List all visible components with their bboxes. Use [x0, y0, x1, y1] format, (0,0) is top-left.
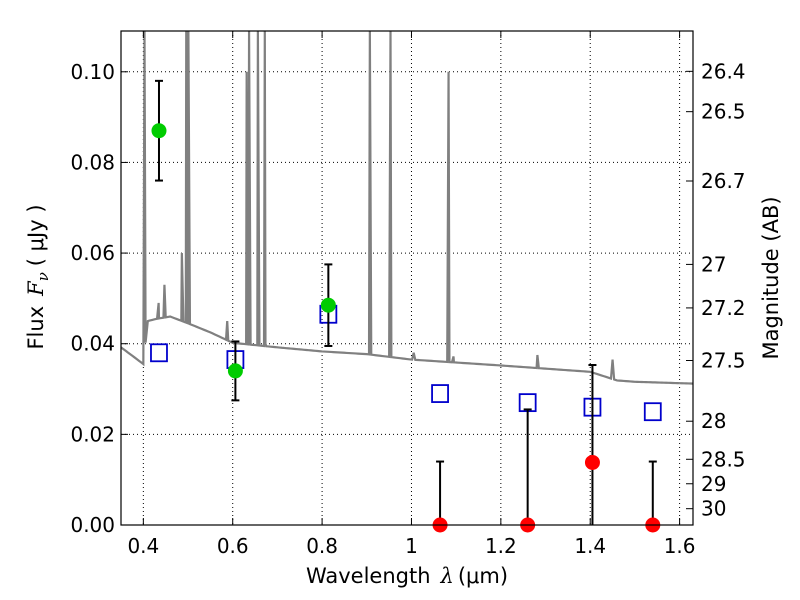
x-tick-label: 1.6 — [664, 534, 696, 558]
y2-tick-label: 28.5 — [701, 447, 746, 471]
y-axis-label: FluxFν( μJy ) — [24, 204, 52, 349]
observed-flux-point — [584, 454, 600, 470]
observed-flux-point — [227, 363, 243, 379]
x-tick-label: 0.8 — [306, 534, 338, 558]
y-tick-label: 0.02 — [70, 422, 115, 446]
y2-tick-label: 29 — [701, 472, 726, 496]
grid-lines — [121, 31, 693, 526]
x-axis-label: Wavelength λ (μm) — [306, 564, 508, 588]
x-tick-label: 1 — [405, 534, 418, 558]
model-spectrum — [121, 31, 693, 385]
x-tick-label: 1.2 — [485, 534, 517, 558]
y2-axis-label: Magnitude (AB) — [759, 196, 783, 359]
plot-frame — [120, 30, 694, 526]
spectrum-line — [121, 31, 693, 385]
y-tick-label: 0.08 — [70, 150, 115, 174]
y-tick-label: 0.04 — [70, 332, 115, 356]
model-flux-square — [431, 384, 449, 403]
y2-tick-label: 26.4 — [701, 59, 746, 83]
y2-tick-label: 27 — [701, 252, 726, 276]
y2-tick-label: 26.5 — [701, 100, 746, 124]
axis-ticks: 0.4 0.6 0.8 1 1.2 1.4 1.6 0.00 0.02 0.04 0.06 0.08 0… — [70, 31, 746, 558]
y-tick-label: 0.06 — [70, 241, 115, 265]
x-tick-label: 0.6 — [217, 534, 249, 558]
x-tick-label: 0.4 — [127, 534, 159, 558]
model-flux-square — [643, 402, 662, 422]
model-flux-square — [150, 343, 168, 363]
observed-flux-point — [320, 297, 336, 313]
x-tick-label: 1.4 — [574, 534, 606, 558]
y-tick-label: 0.00 — [70, 513, 115, 537]
y2-tick-label: 28 — [701, 409, 726, 433]
y2-tick-label: 27.5 — [701, 348, 746, 372]
y-tick-label: 0.10 — [70, 60, 115, 84]
observed-flux-point — [151, 123, 167, 139]
photometry-points — [150, 79, 662, 533]
y2-tick-label: 30 — [701, 497, 726, 521]
y2-tick-label: 26.7 — [701, 169, 746, 193]
y2-tick-label: 27.2 — [701, 296, 746, 320]
